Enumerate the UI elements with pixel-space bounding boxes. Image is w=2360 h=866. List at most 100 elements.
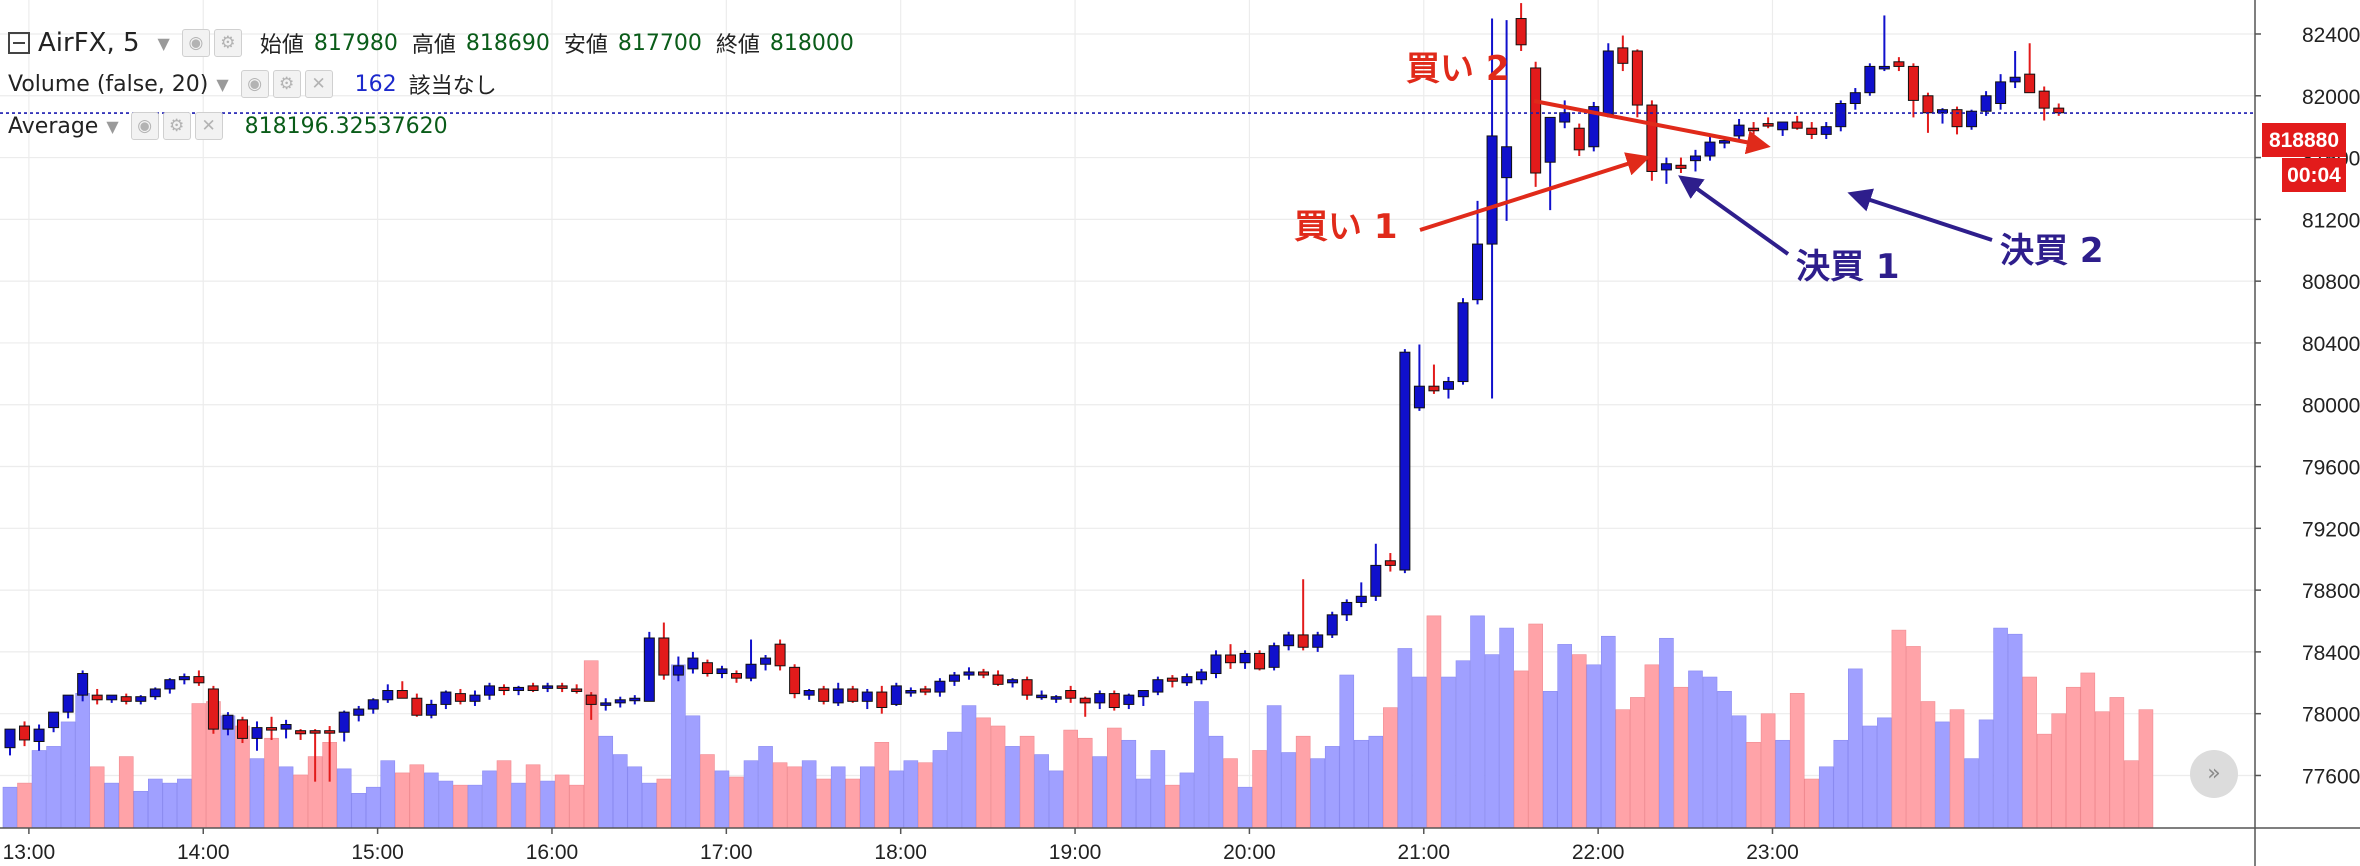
settings-gear-icon[interactable]: ⚙ xyxy=(272,70,301,98)
price-badge-text: 818880 xyxy=(2269,129,2339,152)
candle xyxy=(905,687,917,697)
candle xyxy=(1849,88,1861,110)
candle xyxy=(1864,63,1876,96)
volume-bar xyxy=(1949,709,1965,829)
volume-bar xyxy=(1688,670,1703,829)
chevron-down-icon[interactable]: ▼ xyxy=(157,33,170,53)
candle-body xyxy=(309,730,321,734)
candle-body xyxy=(483,685,495,696)
y-tick-label: 792000 xyxy=(2302,518,2360,541)
volume-bar xyxy=(700,754,715,829)
candle xyxy=(440,690,452,710)
x-axis-labels: 13:00 14:00 15:00 16:00 17:00 18:00 19:00 20:00… xyxy=(3,828,1799,864)
candle-body xyxy=(135,696,147,702)
candle xyxy=(1166,675,1178,688)
candle xyxy=(1370,543,1382,601)
settings-gear-icon[interactable]: ⚙ xyxy=(162,112,191,140)
average-indicator-name[interactable]: Average xyxy=(8,113,99,139)
candle-body xyxy=(1472,243,1484,301)
candle xyxy=(338,710,350,742)
high-label: 高値 xyxy=(411,33,456,58)
x-tick-label: 15:00 xyxy=(351,841,404,864)
candle-body xyxy=(1021,679,1033,696)
candle-body xyxy=(425,703,437,716)
volume-bar xyxy=(1862,725,1878,829)
candle-body xyxy=(527,685,539,692)
visibility-eye-icon[interactable]: ◉ xyxy=(240,70,269,98)
volume-bar xyxy=(118,756,134,829)
candle xyxy=(1835,100,1847,132)
x-tick-label: 14:00 xyxy=(177,841,230,864)
candle-body xyxy=(731,673,742,679)
candle xyxy=(542,682,554,693)
candle-body xyxy=(1951,109,1963,128)
buy1-arrow xyxy=(1419,152,1651,232)
volume-indicator-name[interactable]: Volume (false, 20) xyxy=(8,71,209,97)
volume-bar xyxy=(729,776,744,829)
scroll-to-realtime-button[interactable]: » xyxy=(2190,750,2238,798)
volume-bar xyxy=(874,742,890,829)
candle xyxy=(1065,685,1077,703)
candle xyxy=(2024,43,2036,94)
volume-bar xyxy=(46,746,61,829)
visibility-eye-icon[interactable]: ◉ xyxy=(130,112,159,140)
visibility-eye-icon[interactable]: ◉ xyxy=(181,29,210,57)
volume-bar xyxy=(1034,754,1049,829)
candle xyxy=(1050,695,1062,703)
candle xyxy=(687,651,699,674)
buy2-arrow xyxy=(1533,99,1771,155)
candle-body xyxy=(91,694,103,701)
candle xyxy=(527,682,539,693)
y-tick-label: 824000 xyxy=(2302,24,2360,47)
candle-body xyxy=(1079,697,1091,704)
candle-body xyxy=(1457,302,1469,383)
volume-bar xyxy=(1353,739,1369,829)
y-tick-label: 808000 xyxy=(2302,271,2360,294)
candle xyxy=(454,688,466,705)
volume-bar xyxy=(1295,735,1311,829)
candle-body xyxy=(367,699,379,710)
volume-bar xyxy=(1964,758,1979,829)
candle-body xyxy=(1297,634,1309,648)
candle xyxy=(890,682,902,706)
candle xyxy=(135,695,147,705)
volume-bar xyxy=(380,760,396,829)
volume-bar xyxy=(525,764,541,829)
candle-body xyxy=(658,637,670,676)
volume-bar xyxy=(2109,697,2125,829)
close-icon[interactable]: ✕ xyxy=(194,112,223,140)
candle-body xyxy=(2024,73,2036,94)
volume-bar xyxy=(438,780,454,829)
volume-bar xyxy=(1048,770,1064,829)
candle-body xyxy=(1442,381,1454,390)
volume-bar xyxy=(554,774,570,829)
candle xyxy=(1631,49,1643,118)
candle xyxy=(861,688,873,710)
candle xyxy=(1602,43,1614,118)
candle-body xyxy=(600,702,612,706)
close-icon[interactable]: ✕ xyxy=(304,70,333,98)
trade-annotations: 買い 2 買い 1 決買 1 決買 2 xyxy=(1294,49,2104,287)
volume-bar xyxy=(1208,735,1224,829)
volume-bar xyxy=(177,778,192,829)
candle xyxy=(178,673,190,685)
candle xyxy=(629,695,641,705)
candle-body xyxy=(1777,121,1789,131)
volume-bar xyxy=(1702,676,1718,829)
candle-body xyxy=(1748,127,1760,132)
volume-bar xyxy=(1426,615,1442,829)
candle-body xyxy=(1559,112,1571,123)
candle-body xyxy=(1806,127,1818,135)
candle xyxy=(295,729,307,740)
settings-gear-icon[interactable]: ⚙ xyxy=(213,29,242,57)
candle xyxy=(1355,582,1367,608)
chevron-down-icon[interactable]: ▼ xyxy=(216,74,229,94)
candle-body xyxy=(1907,65,1919,101)
chevron-down-icon[interactable]: ▼ xyxy=(106,116,119,136)
candle xyxy=(1094,690,1106,710)
volume-bar xyxy=(2065,686,2081,829)
collapse-icon[interactable] xyxy=(8,32,30,54)
volume-bar xyxy=(2022,676,2037,829)
symbol-name[interactable]: AirFX, 5 xyxy=(38,28,140,58)
